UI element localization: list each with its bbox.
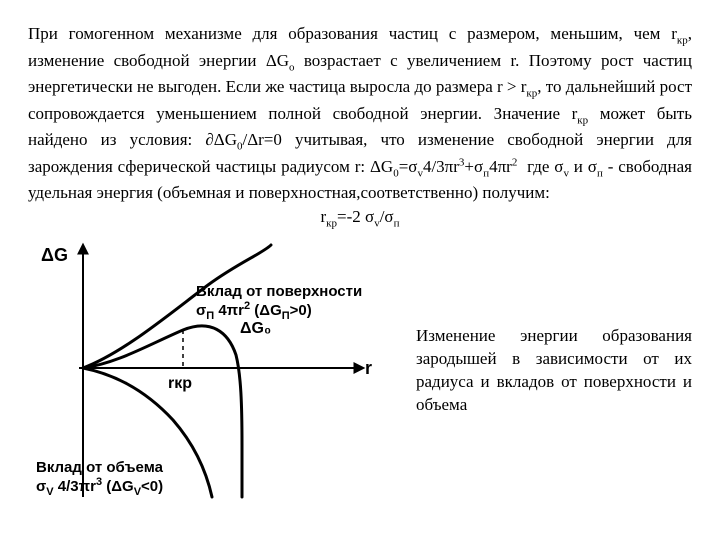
svg-text:ΔG₀: ΔG₀ — [240, 320, 271, 337]
svg-text:rкр: rкр — [168, 375, 192, 392]
figure-caption: Изменение энергии образования зародышей … — [398, 325, 692, 501]
svg-text:ΔG: ΔG — [41, 245, 68, 265]
svg-text:r: r — [365, 358, 372, 378]
energy-diagram: ΔGrrкрВклад от поверхностиσП 4πr2 (ΔGП>0… — [28, 235, 398, 501]
equation-line: rкр=-2 σv/σп — [28, 207, 692, 229]
main-paragraph: При гомогенном механизме для образования… — [28, 22, 692, 205]
